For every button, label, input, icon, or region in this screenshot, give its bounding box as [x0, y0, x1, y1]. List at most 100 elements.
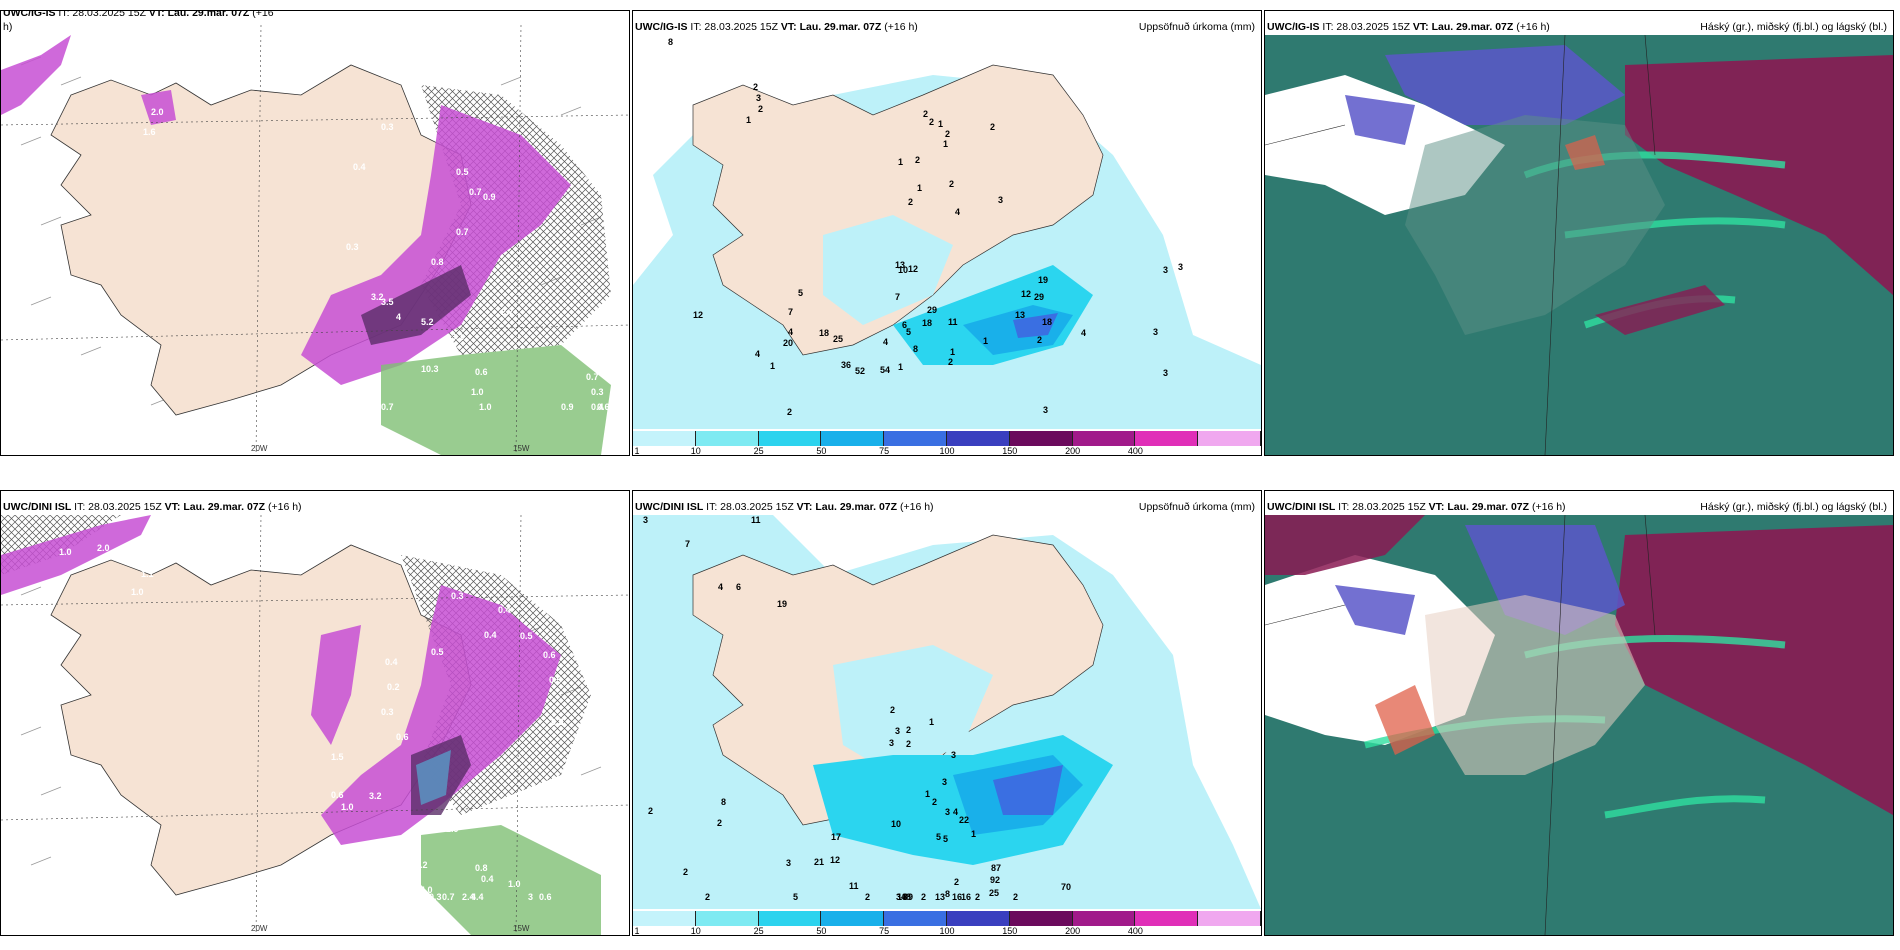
map-value-label: 5 [906, 327, 911, 337]
panel-header: UWC/DINI ISL IT: 28.03.2025 15Z VT: Lau.… [1267, 499, 1887, 515]
red-patches [1565, 135, 1605, 170]
colorbar: 1 10 25 50 75 100 150 200 400 [633, 907, 1261, 935]
colorbar-tick: 400 [1127, 446, 1143, 456]
lead-time: (+16 [252, 10, 274, 19]
rain-green-area [421, 825, 601, 935]
low-cloud-blue [1385, 45, 1625, 125]
colorbar-tick: 100 [939, 446, 955, 456]
map-value-label: 2 [1013, 892, 1018, 902]
map-value-label: 2 [705, 892, 710, 902]
colorbar-tick: 75 [879, 446, 890, 456]
map-value-label: 2 [753, 82, 758, 92]
map-panel-bottom-right: UWC/DINI ISL IT: 28.03.2025 15Z VT: Lau.… [1264, 490, 1894, 936]
map-value-label: 25 [989, 888, 999, 898]
accumulated-precip-map: 3 7 11 4 6 19 8 2 2 2 2 2 3 2 1 3 2 3 3 2 3 4 10 5 5 22 25 17 12 21 11… [633, 515, 1261, 909]
map-value-label: 34 [896, 892, 906, 902]
map-value-label: 3 [1163, 368, 1168, 378]
map-value-label: 8 [721, 797, 726, 807]
panel-header-wrap: h) [3, 19, 623, 35]
map-value-label: 2.1 [131, 541, 144, 551]
snow-blue-core [416, 750, 451, 805]
init-time: IT: 28.03.2025 15Z [58, 10, 146, 19]
valid-time: Lau. 29.mar. 07Z [815, 501, 898, 513]
snow-purple-nw [1, 35, 71, 115]
map-value-label: 2 [945, 129, 950, 139]
map-value-label: 1.6 [143, 127, 156, 137]
map-value-label: 1.0 [479, 402, 492, 412]
map-value-label: 13 [895, 260, 905, 270]
colorbar-swatch [1135, 911, 1199, 926]
map-value-label: 1.0 [59, 547, 72, 557]
precip-labels: 0.30.4 0.50.7 0.90.33.543.25.213.110.33.22… [143, 107, 610, 412]
map-value-label: 5 [798, 288, 803, 298]
map-value-label: 1.0 [508, 879, 521, 889]
colorbar-tick: 10 [690, 446, 701, 456]
map-value-label: 1.1 [141, 569, 154, 579]
map-value-label: 2 [975, 892, 980, 902]
snow-purple-w2 [311, 625, 361, 745]
map-value-label: 2 [932, 797, 937, 807]
map-value-label: 0.8 [431, 257, 444, 267]
map-value-label: 1.0 [471, 387, 484, 397]
map-value-label: 6 [902, 320, 907, 330]
map-value-label: 0.3 [346, 242, 359, 252]
graticule [1, 25, 629, 455]
country-lines [1265, 35, 1656, 455]
map-value-label: 70 [1061, 882, 1071, 892]
map-value-label: 3.2 [371, 292, 384, 302]
map-value-label: 14.0 [415, 885, 433, 895]
low-cloud-blue-w [1335, 585, 1415, 635]
map-value-label: 20 [783, 338, 793, 348]
panel-header: UWC/IG-IS IT: 28.03.2025 15Z VT: Lau. 29… [1267, 19, 1887, 35]
colorbar-tick: 1 [634, 446, 640, 456]
map-value-label: 1.5 [331, 752, 344, 762]
precip-light-inland [833, 645, 993, 775]
map-value-label: 2.7 [501, 307, 514, 317]
map-value-label: 16 [961, 892, 971, 902]
valid-label: VT: [1412, 21, 1429, 33]
colorbar-swatch [821, 911, 885, 926]
map-value-label: 3 [1043, 405, 1048, 415]
map-value-label: 13 [1015, 310, 1025, 320]
mid-cloud-red [1625, 55, 1893, 295]
colorbar-swatch [1198, 431, 1261, 446]
graticule [1, 515, 629, 935]
colorbar-tick: 400 [1127, 926, 1143, 936]
field-title: Uppsöfnuð úrkoma (mm) [1138, 21, 1255, 33]
colorbar-tick: 200 [1065, 446, 1081, 456]
map-value-label: 0.7 [469, 187, 482, 197]
map-panel-bottom-middle: UWC/DINI ISL IT: 28.03.2025 15Z VT: Lau.… [632, 490, 1262, 936]
map-value-label: 1 [898, 362, 903, 372]
map-value-label: 2 [908, 197, 913, 207]
map-value-label: 3 [895, 726, 900, 736]
colorbar-swatch [758, 431, 822, 446]
map-value-label: 8 [945, 889, 950, 899]
axis-15w: 15W [513, 444, 530, 453]
colorbar-swatch [821, 431, 885, 446]
map-value-label: 0.4 [481, 874, 494, 884]
map-value-label: 5 [936, 832, 941, 842]
map-value-label: 0.4 [353, 162, 366, 172]
map-value-label: 0.9 [561, 402, 574, 412]
map-value-label: 3 [942, 777, 947, 787]
map-value-label: 7 [788, 307, 793, 317]
colorbar-tick: 25 [753, 926, 764, 936]
red-patches [1375, 685, 1435, 755]
iceland-land [692, 64, 1104, 356]
map-value-label: 22 [959, 815, 969, 825]
map-value-label: 18 [819, 328, 829, 338]
map-value-label: 2 [923, 109, 928, 119]
lead-time: (+16 h) [884, 21, 918, 33]
valid-time: Lau. 29.mar. 07Z [167, 10, 250, 19]
country-lines [1265, 515, 1656, 935]
map-value-label: 3 [1153, 327, 1158, 337]
valid-time: Lau. 29.mar. 07Z [799, 21, 882, 33]
panel-header: UWC/IG-IS IT: 28.03.2025 15Z VT: Lau. 29… [635, 19, 1255, 35]
map-value-label: 0.6 [597, 402, 610, 412]
map-value-label: 3.2 [359, 382, 372, 392]
valid-label: VT: [780, 21, 797, 33]
map-value-label: 4 [718, 582, 723, 592]
map-value-label: 2 [648, 806, 653, 816]
map-value-label: 6 [736, 582, 741, 592]
lead-time: (+16 h) [267, 501, 302, 513]
